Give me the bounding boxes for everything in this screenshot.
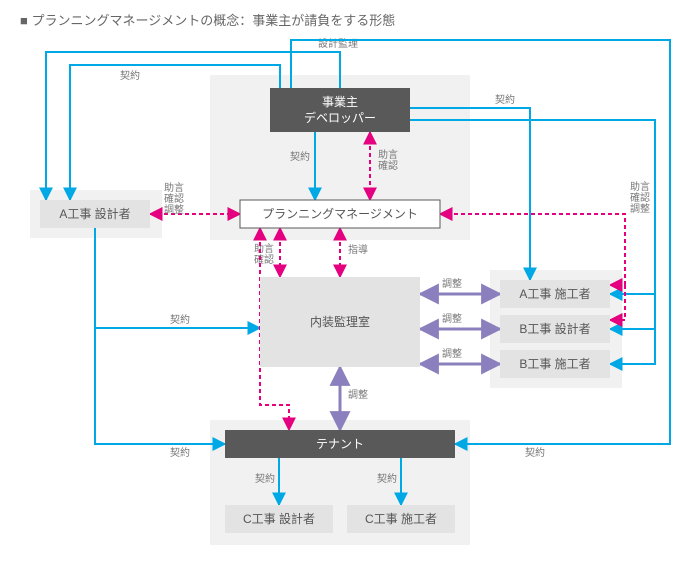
edge-label: 助言 <box>630 180 650 193</box>
edge-label: 確認 <box>164 192 184 205</box>
node-owner: 事業主デベロッパー <box>270 88 410 132</box>
edge-label: 契約 <box>377 472 397 485</box>
node-c_const: C工事 施工者 <box>347 505 455 533</box>
node-label: テナント <box>316 437 364 451</box>
node-a_const: A工事 施工者 <box>500 280 610 308</box>
node-label: 事業主 <box>322 95 358 109</box>
node-b_const: B工事 施工者 <box>500 350 610 378</box>
edge-label: 助言 <box>378 148 398 161</box>
node-tenant: テナント <box>225 430 455 458</box>
edge-label: 調整 <box>630 202 650 215</box>
node-label: C工事 施工者 <box>365 512 437 526</box>
edge-label: 調整 <box>442 312 462 325</box>
edge-label: 設計監理 <box>318 37 358 50</box>
diagram-canvas: プランニングマネージメントの概念：事業主が請負をする形態 設計監理契約契約契約契… <box>0 0 689 571</box>
node-interior: 内装監理室 <box>260 277 420 367</box>
node-label: A工事 施工者 <box>519 287 590 301</box>
edge-label: 調整 <box>442 277 462 290</box>
node-label: デベロッパー <box>304 110 376 125</box>
edge-label: 契約 <box>495 93 515 106</box>
node-a_design: A工事 設計者 <box>40 200 150 228</box>
node-label: プランニングマネージメント <box>262 207 418 221</box>
edge-label: 契約 <box>290 150 310 163</box>
edge-label: 契約 <box>525 446 545 459</box>
edge-label: 契約 <box>170 446 190 459</box>
edge-label: 調整 <box>442 347 462 360</box>
edge <box>95 228 260 328</box>
node-label: 内装監理室 <box>310 314 370 329</box>
edge-label: 確認 <box>254 253 274 266</box>
node-pm: プランニングマネージメント <box>240 200 440 228</box>
node-c_design: C工事 設計者 <box>225 505 333 533</box>
node-label: B工事 設計者 <box>519 321 590 336</box>
edge-label: 契約 <box>170 313 190 326</box>
edge-label: 調整 <box>348 388 368 401</box>
edge-label: 助言 <box>164 181 184 194</box>
edge-label: 確認 <box>378 159 398 172</box>
edge-label: 契約 <box>120 69 140 82</box>
node-label: C工事 設計者 <box>243 511 315 526</box>
edge-label: 確認 <box>630 191 650 204</box>
edge-label: 指導 <box>348 243 368 256</box>
edge-label: 助言 <box>254 242 274 255</box>
edge <box>95 328 225 444</box>
node-label: A工事 設計者 <box>59 206 130 221</box>
diagram-svg: 設計監理契約契約契約契約契約契約契約契約調整調整調整調整助言確認助言確認調整助言… <box>0 0 689 571</box>
node-label: B工事 施工者 <box>519 357 590 371</box>
node-b_design: B工事 設計者 <box>500 315 610 343</box>
edge-label: 調整 <box>164 203 184 216</box>
edge-label: 契約 <box>255 472 275 485</box>
